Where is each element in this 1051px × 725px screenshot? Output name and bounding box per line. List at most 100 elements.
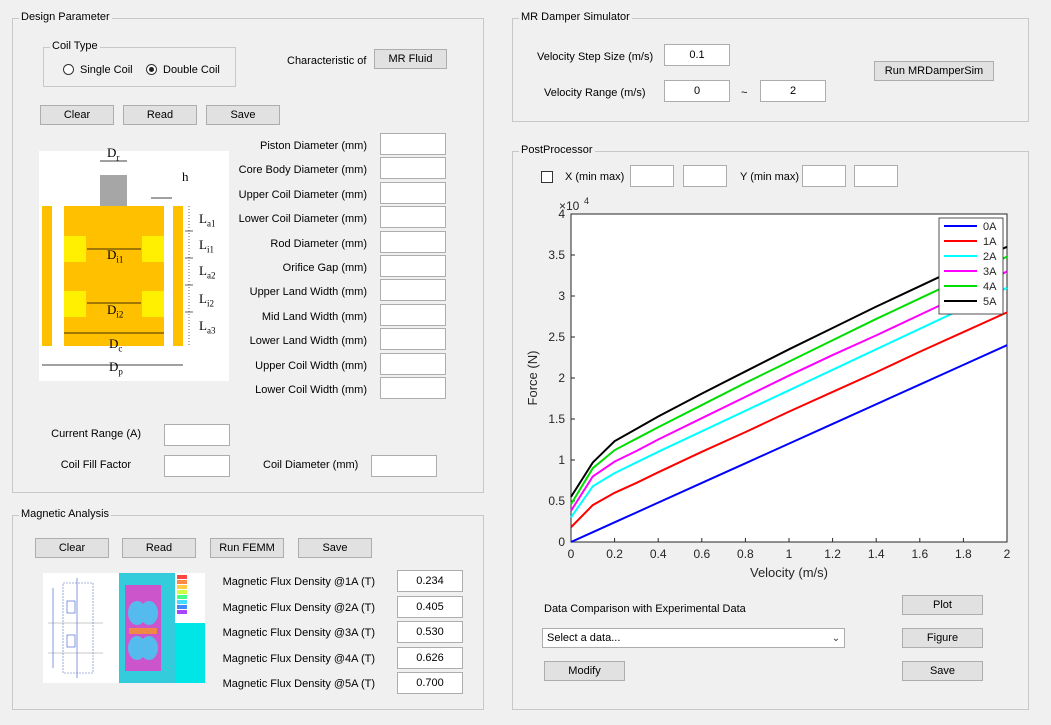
param-input[interactable] bbox=[380, 206, 446, 229]
femm-field-thumbnail bbox=[119, 573, 205, 683]
force-velocity-chart: 0 0.2 0.4 0.6 0.8 1 1.2 1.4 1.6 1.8 2 0 0.5 1 1.5 2 2.5 3… bbox=[525, 196, 1011, 580]
velocity-step-label: Velocity Step Size (m/s) bbox=[537, 51, 654, 63]
param-label: Rod Diameter (mm) bbox=[270, 237, 367, 250]
axis-range-checkbox[interactable] bbox=[541, 171, 553, 183]
param-label: Core Body Diameter (mm) bbox=[238, 164, 367, 177]
param-input[interactable] bbox=[380, 133, 446, 155]
x-tick-label: 0.8 bbox=[737, 547, 754, 561]
velocity-range-max-input[interactable] bbox=[760, 80, 826, 102]
legend-box bbox=[938, 217, 1004, 315]
flux-density-label: Magnetic Flux Density @1A (T) bbox=[222, 576, 375, 588]
post-save-button[interactable]: Save bbox=[902, 661, 983, 681]
design-read-button[interactable]: Read bbox=[123, 105, 197, 125]
param-label: Piston Diameter (mm) bbox=[260, 140, 367, 152]
x-min-input[interactable] bbox=[630, 165, 674, 187]
dim-li2: Li2 bbox=[199, 291, 214, 309]
param-label: Mid Land Width (mm) bbox=[261, 310, 367, 323]
param-input[interactable] bbox=[380, 181, 446, 204]
mr-fluid-button[interactable]: MR Fluid bbox=[374, 49, 447, 69]
series-line-2a bbox=[570, 286, 1008, 518]
chevron-down-icon[interactable]: ⌄ bbox=[831, 632, 841, 644]
y-tick-label: 3 bbox=[558, 289, 565, 303]
y-tick-label: 1.5 bbox=[548, 412, 565, 426]
experimental-data-select[interactable]: Select a data... ⌄ bbox=[542, 628, 845, 648]
dim-li1: Li1 bbox=[199, 237, 214, 255]
param-input[interactable] bbox=[380, 255, 446, 277]
legend-label: 0A bbox=[983, 221, 997, 233]
x-tick-label: 0.2 bbox=[606, 547, 623, 561]
y-range-label: Y (min max) bbox=[740, 171, 800, 183]
dim-dr-main: D bbox=[107, 145, 117, 160]
dim-li2-sub: i2 bbox=[206, 298, 214, 309]
param-input[interactable] bbox=[380, 279, 446, 302]
y-axis-label: Force (N) bbox=[525, 351, 540, 406]
y-tick-label: 4 bbox=[558, 207, 565, 221]
param-input[interactable] bbox=[380, 328, 446, 351]
design-save-button[interactable]: Save bbox=[206, 105, 280, 125]
dim-di2-sub: i2 bbox=[116, 309, 124, 320]
flux-density-value bbox=[397, 646, 463, 669]
param-label: Lower Land Width (mm) bbox=[249, 335, 367, 348]
dim-dp-sub: p bbox=[118, 366, 123, 377]
x-tick-label: 2 bbox=[1004, 547, 1011, 561]
param-label: Lower Coil Width (mm) bbox=[255, 384, 367, 396]
coil-diameter-input[interactable] bbox=[371, 455, 437, 477]
flux-density-label: Magnetic Flux Density @3A (T) bbox=[222, 627, 375, 639]
series-line-4a bbox=[570, 255, 1008, 505]
dim-la1: La1 bbox=[199, 211, 215, 229]
dim-dr: Dr bbox=[107, 145, 119, 163]
y-min-input[interactable] bbox=[802, 165, 846, 187]
magnetic-save-button[interactable]: Save bbox=[298, 538, 372, 558]
experimental-data-select-value: Select a data... bbox=[547, 632, 621, 644]
y-max-input[interactable] bbox=[854, 165, 898, 187]
coil-fill-input[interactable] bbox=[164, 455, 230, 477]
run-femm-button[interactable]: Run FEMM bbox=[210, 538, 284, 558]
magnetic-read-button[interactable]: Read bbox=[122, 538, 196, 558]
legend-label: 3A bbox=[983, 266, 997, 278]
single-coil-label[interactable]: Single Coil bbox=[80, 64, 133, 76]
dim-dp-main: D bbox=[109, 359, 119, 374]
y-exponent: 4 bbox=[584, 196, 589, 206]
x-max-input[interactable] bbox=[683, 165, 727, 187]
data-comparison-label: Data Comparison with Experimental Data bbox=[544, 603, 746, 615]
series-line-3a bbox=[570, 270, 1008, 512]
modify-button[interactable]: Modify bbox=[544, 661, 625, 681]
dim-di2: Di2 bbox=[107, 302, 123, 320]
velocity-range-min-input[interactable] bbox=[664, 80, 730, 102]
series-line-0a bbox=[570, 344, 1008, 543]
single-coil-radio[interactable] bbox=[63, 64, 74, 75]
dim-la3-main: L bbox=[199, 318, 207, 333]
double-coil-label[interactable]: Double Coil bbox=[163, 64, 220, 76]
param-label: Upper Coil Diameter (mm) bbox=[238, 188, 367, 201]
param-input[interactable] bbox=[380, 377, 446, 399]
femm-geometry-svg bbox=[48, 578, 103, 678]
piston-diagram: Dr h La1 Li1 La2 Li2 La3 Di1 Di2 Dc Dp bbox=[39, 145, 229, 381]
param-input[interactable] bbox=[380, 303, 446, 326]
dim-la3-sub: a3 bbox=[206, 325, 216, 336]
design-clear-button[interactable]: Clear bbox=[40, 105, 114, 125]
mr-damper-simulator-title: MR Damper Simulator bbox=[519, 11, 632, 23]
current-range-input[interactable] bbox=[164, 424, 230, 446]
magnetic-clear-button[interactable]: Clear bbox=[35, 538, 109, 558]
flux-density-label: Magnetic Flux Density @5A (T) bbox=[222, 678, 375, 690]
param-label: Upper Coil Width (mm) bbox=[255, 359, 367, 372]
series-line-1a bbox=[570, 311, 1008, 528]
piston-diagram-svg bbox=[42, 160, 193, 366]
double-coil-radio[interactable] bbox=[146, 64, 157, 75]
plot-button[interactable]: Plot bbox=[902, 595, 983, 615]
param-input[interactable] bbox=[380, 157, 446, 180]
x-tick-label: 1.6 bbox=[911, 547, 928, 561]
figure-button[interactable]: Figure bbox=[902, 628, 983, 648]
coil-fill-label: Coil Fill Factor bbox=[60, 459, 131, 471]
x-tick-label: 1 bbox=[786, 547, 793, 561]
coil-type-group: Coil Type Single Coil Double Coil bbox=[43, 40, 236, 87]
param-input[interactable] bbox=[380, 352, 446, 375]
param-input[interactable] bbox=[380, 230, 446, 253]
run-mrdampersim-button[interactable]: Run MRDamperSim bbox=[874, 61, 994, 81]
mr-damper-simulator-panel: MR Damper Simulator Velocity Step Size (… bbox=[512, 11, 1029, 122]
series-line-5a bbox=[570, 245, 1008, 498]
flux-density-value bbox=[397, 672, 463, 694]
flux-density-label: Magnetic Flux Density @2A (T) bbox=[222, 601, 375, 614]
x-tick-label: 1.2 bbox=[824, 547, 841, 561]
velocity-step-input[interactable] bbox=[664, 44, 730, 66]
